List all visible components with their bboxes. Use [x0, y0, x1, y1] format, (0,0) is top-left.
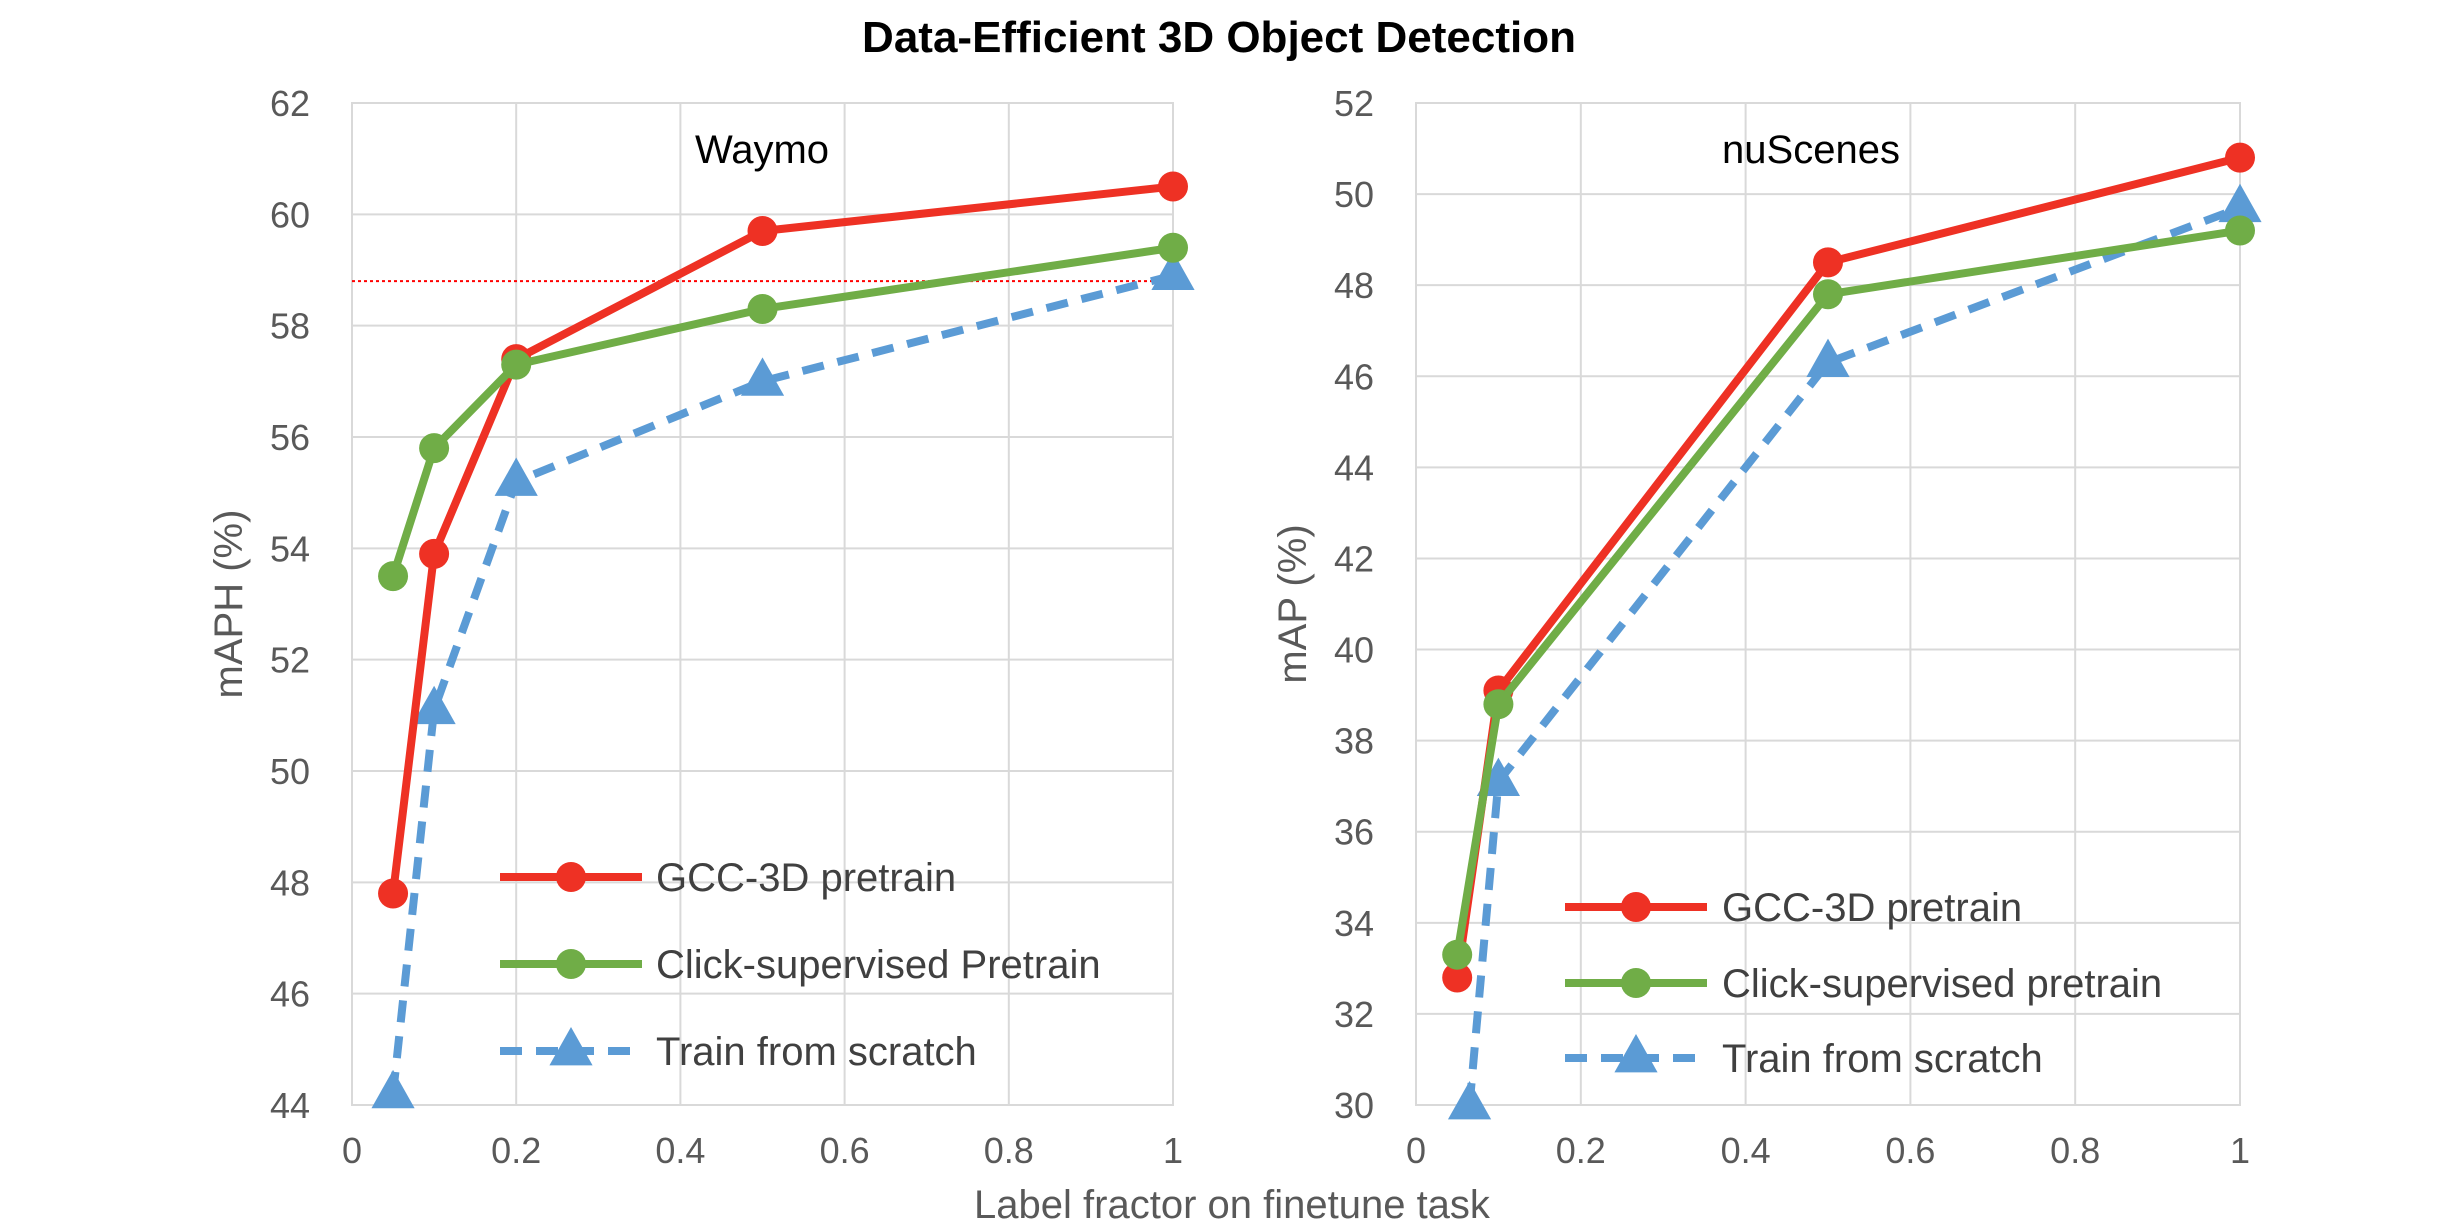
nuscenes-panel: 30 32 34 36 38 40 42 44 46 48 50 52 0 0.2 0.4 0.6 0.8 1 mA… [1271, 83, 2262, 1171]
nuscenes-y-tick-label: 38 [1334, 721, 1374, 762]
waymo-click-supervised-pretrain-legend-marker [556, 949, 586, 979]
waymo-y-tick-label: 46 [270, 974, 310, 1015]
nuscenes-train-from-scratch-legend-marker [1614, 1034, 1658, 1073]
nuscenes-y-tick-label: 46 [1334, 356, 1374, 397]
waymo-click-supervised-pretrain-point [501, 349, 532, 380]
chart-title: Data-Efficient 3D Object Detection [862, 13, 1576, 62]
nuscenes-gcc-3d-pretrain-line [1453, 153, 2241, 979]
nuscenes-panel-label: nuScenes [1722, 128, 1900, 172]
waymo-train-from-scratch-series [371, 251, 1195, 1109]
waymo-y-tick-label: 44 [270, 1085, 310, 1126]
waymo-gcc-3d-pretrain-legend-marker [556, 862, 586, 892]
nuscenes-y-tick-label: 42 [1334, 538, 1374, 579]
waymo-click-supervised-pretrain-point [747, 293, 778, 324]
nuscenes-train-from-scratch-legend-label: Train from scratch [1722, 1037, 2043, 1081]
waymo-plot-frame [351, 102, 1174, 1106]
nuscenes-train-from-scratch-point [1447, 1081, 1492, 1120]
nuscenes-click-supervised-pretrain-point [2225, 215, 2255, 246]
nuscenes-gcc-3d-pretrain-legend-marker [1621, 892, 1651, 922]
waymo-click-supervised-pretrain-line [389, 243, 1174, 578]
waymo-y-tick-label: 54 [270, 528, 310, 569]
nuscenes-click-supervised-pretrain-point [1442, 939, 1473, 970]
waymo-y-tick-label: 62 [270, 83, 310, 124]
nuscenes-gcc-3d-pretrain-point [1442, 962, 1473, 993]
waymo-y-tick-label: 60 [270, 194, 310, 235]
waymo-y-tick-label: 50 [270, 751, 310, 792]
waymo-x-tick-label: 0 [342, 1130, 362, 1171]
nuscenes-y-axis-title: mAP (%) [1271, 524, 1315, 683]
nuscenes-click-supervised-pretrain-line [1453, 226, 2241, 956]
waymo-click-supervised-pretrain-point [1158, 232, 1188, 263]
waymo-panel: 44 46 48 50 52 54 56 58 60 62 0 0.2 0.4 0.6 0.8 1 mAPH (… [207, 83, 1195, 1171]
nuscenes-legend: GCC-3D pretrain Click-supervised pretrain… [1565, 886, 2162, 1081]
waymo-gcc-3d-pretrain-line [389, 182, 1174, 894]
waymo-x-tick-label: 0.4 [655, 1130, 705, 1171]
waymo-train-from-scratch-legend-marker [549, 1027, 593, 1066]
waymo-legend: GCC-3D pretrain Click-supervised Pretrain… [500, 856, 1101, 1074]
waymo-train-from-scratch-point [412, 685, 456, 725]
nuscenes-y-tick-label: 34 [1334, 903, 1374, 944]
nuscenes-y-tick-label: 36 [1334, 812, 1374, 853]
waymo-train-from-scratch-point [371, 1069, 415, 1109]
nuscenes-click-supervised-pretrain-series [1442, 215, 2255, 970]
waymo-train-from-scratch-point [740, 357, 785, 396]
waymo-y-tick-label: 52 [270, 640, 310, 681]
nuscenes-y-tick-label: 40 [1334, 630, 1374, 671]
waymo-y-tick-label: 48 [270, 862, 310, 903]
waymo-train-from-scratch-point [494, 457, 538, 496]
waymo-x-tick-label: 0.2 [491, 1130, 541, 1171]
nuscenes-y-tick-label: 30 [1334, 1085, 1374, 1126]
waymo-gcc-3d-pretrain-point [747, 216, 778, 247]
x-axis-title: Label fractor on finetune task [974, 1183, 1491, 1227]
waymo-gcc-3d-pretrain-legend-label: GCC-3D pretrain [656, 856, 956, 900]
waymo-y-axis-title: mAPH (%) [207, 510, 251, 699]
nuscenes-x-tick-label: 0.6 [1885, 1130, 1935, 1171]
nuscenes-x-tick-label: 0 [1406, 1130, 1426, 1171]
nuscenes-gcc-3d-pretrain-point [1813, 247, 1843, 278]
waymo-click-supervised-pretrain-point [419, 433, 450, 464]
nuscenes-train-from-scratch-point [1806, 338, 1850, 378]
nuscenes-y-tick-label: 32 [1334, 994, 1374, 1035]
nuscenes-x-tick-label: 0.4 [1721, 1130, 1771, 1171]
waymo-click-supervised-pretrain-series [378, 232, 1188, 592]
nuscenes-gcc-3d-pretrain-series [1442, 142, 2255, 993]
nuscenes-click-supervised-pretrain-point [1483, 689, 1514, 720]
nuscenes-train-from-scratch-point [2218, 183, 2262, 223]
waymo-x-tick-label: 0.8 [984, 1130, 1034, 1171]
nuscenes-y-tick-label: 44 [1334, 447, 1374, 488]
nuscenes-y-tick-label: 50 [1334, 174, 1374, 215]
nuscenes-y-tick-label: 52 [1334, 83, 1374, 124]
waymo-click-supervised-pretrain-legend-label: Click-supervised Pretrain [656, 943, 1101, 987]
nuscenes-x-tick-label: 0.8 [2050, 1130, 2100, 1171]
waymo-panel-label: Waymo [695, 128, 829, 172]
nuscenes-gcc-3d-pretrain-legend-label: GCC-3D pretrain [1722, 886, 2022, 930]
waymo-gcc-3d-pretrain-point [1158, 171, 1188, 202]
waymo-x-tick-label: 0.6 [820, 1130, 870, 1171]
waymo-train-from-scratch-point [1151, 251, 1195, 290]
nuscenes-click-supervised-pretrain-legend-marker [1621, 968, 1651, 998]
waymo-gcc-3d-pretrain-point [419, 538, 450, 569]
waymo-gcc-3d-pretrain-point [378, 878, 409, 909]
nuscenes-gcc-3d-pretrain-point [2225, 142, 2255, 173]
waymo-x-tick-label: 1 [1163, 1130, 1183, 1171]
waymo-click-supervised-pretrain-point [378, 561, 409, 592]
nuscenes-x-tick-label: 1 [2230, 1130, 2250, 1171]
waymo-y-tick-label: 58 [270, 306, 310, 347]
waymo-y-tick-label: 56 [270, 417, 310, 458]
nuscenes-y-tick-label: 48 [1334, 265, 1374, 306]
waymo-train-from-scratch-legend-label: Train from scratch [656, 1030, 977, 1074]
nuscenes-x-tick-label: 0.2 [1556, 1130, 1606, 1171]
nuscenes-click-supervised-pretrain-legend-label: Click-supervised pretrain [1722, 962, 2162, 1006]
nuscenes-click-supervised-pretrain-point [1813, 279, 1843, 310]
nuscenes-plot-frame [1415, 102, 2241, 1106]
nuscenes-train-from-scratch-line [1465, 204, 2242, 1106]
